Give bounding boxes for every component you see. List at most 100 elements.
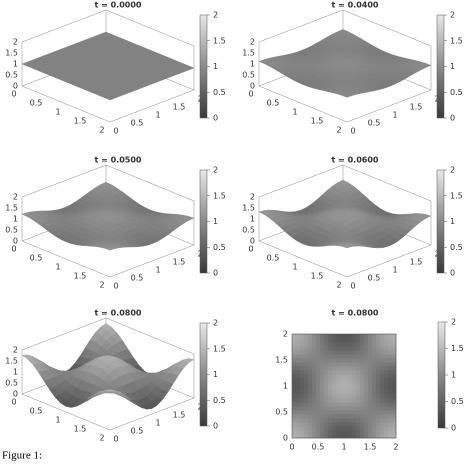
heatmap-cell — [340, 406, 345, 411]
z-tick-label: 1 — [13, 368, 18, 377]
heatmap-cell — [316, 342, 321, 347]
z-tick-label: 0.5 — [242, 71, 255, 80]
heatmap-cell — [316, 358, 321, 363]
y-tick-label: 1.5 — [173, 103, 186, 112]
heatmap-cell — [372, 390, 377, 395]
heatmap-cell — [360, 402, 365, 407]
heatmap-cell — [352, 358, 357, 363]
heatmap-cell — [328, 338, 333, 343]
heatmap-cell — [344, 422, 349, 427]
heatmap-cell — [384, 402, 389, 407]
heatmap-cell — [312, 366, 317, 371]
z-tick-label: 2 — [13, 346, 18, 355]
heatmap-cell — [292, 418, 297, 423]
heatmap-cell — [312, 382, 317, 387]
box-edge — [21, 393, 111, 431]
y-tick-label: 0 — [113, 127, 118, 136]
heatmap-cell — [340, 350, 345, 355]
x-tick-label: 2 — [99, 126, 104, 135]
heatmap-cell — [356, 382, 361, 387]
heatmap-cell — [328, 354, 333, 359]
heatmap-cell — [388, 414, 393, 419]
heatmap-cell — [320, 434, 325, 439]
heatmap-cell — [348, 390, 353, 395]
heatmap-cell — [376, 434, 381, 439]
heatmap-cell — [332, 414, 337, 419]
heatmap-cell — [384, 434, 389, 439]
heatmap-cell — [388, 338, 393, 343]
heatmap-cell — [368, 422, 373, 427]
heatmap-cell — [316, 350, 321, 355]
heatmap-cell — [364, 338, 369, 343]
heatmap-cell — [328, 414, 333, 419]
heatmap-cell — [356, 414, 361, 419]
heatmap-cell — [308, 338, 313, 343]
heatmap-cell — [344, 362, 349, 367]
box-edge — [21, 240, 111, 278]
heatmap-cell — [352, 350, 357, 355]
heatmap-cell — [348, 426, 353, 431]
heatmap-cell — [372, 418, 377, 423]
heatmap-cell — [300, 422, 305, 427]
heatmap-cell — [376, 358, 381, 363]
colorbar-label: 1 — [213, 217, 218, 226]
heatmap-cell — [312, 418, 317, 423]
heatmap-cell — [336, 378, 341, 383]
heatmap-cell — [332, 350, 337, 355]
heatmap-cell — [336, 350, 341, 355]
heatmap-cell — [304, 342, 309, 347]
colorbar-label: 1.5 — [450, 191, 463, 200]
heatmap-cell — [352, 430, 357, 435]
heatmap-cell — [292, 338, 297, 343]
heatmap-cell — [372, 386, 377, 391]
heatmap-cell — [300, 358, 305, 363]
heatmap-cell — [304, 430, 309, 435]
x-tick-label: 2 — [393, 443, 398, 452]
heatmap-cell — [392, 334, 397, 339]
heatmap-cell — [368, 374, 373, 379]
z-tick-label: 1.5 — [5, 49, 18, 58]
heatmap-cell — [296, 354, 301, 359]
heatmap-cell — [388, 422, 393, 427]
heatmap-cell — [316, 406, 321, 411]
heatmap-cell — [328, 366, 333, 371]
heatmap-cell — [384, 342, 389, 347]
heatmap-cell — [328, 406, 333, 411]
x-tick-label: 1.5 — [364, 443, 377, 452]
heatmap-cell — [324, 342, 329, 347]
z-tick-label: 0 — [13, 82, 18, 91]
heatmap-cell — [308, 402, 313, 407]
heatmap-cell — [376, 350, 381, 355]
heatmap-cell — [376, 394, 381, 399]
heatmap-cell — [376, 418, 381, 423]
heatmap-cell — [300, 354, 305, 359]
heatmap-cell — [340, 430, 345, 435]
heatmap-cell — [312, 362, 317, 367]
heatmap-cell — [304, 398, 309, 403]
heatmap-cell — [380, 378, 385, 383]
heatmap-cell — [312, 346, 317, 351]
heatmap-cell — [324, 362, 329, 367]
heatmap-cell — [348, 398, 353, 403]
heatmap-cell — [368, 414, 373, 419]
heatmap-cell — [320, 366, 325, 371]
heatmap-cell — [300, 394, 305, 399]
heatmap-cell — [340, 338, 345, 343]
heatmap-cell — [392, 338, 397, 343]
heatmap-cell — [340, 434, 345, 439]
heatmap-cell — [376, 398, 381, 403]
heatmap-cell — [392, 426, 397, 431]
heatmap-cell — [324, 366, 329, 371]
colorbar-label: 2 — [213, 11, 218, 20]
heatmap-cell — [316, 418, 321, 423]
colorbar-label: 0.5 — [213, 243, 226, 252]
heatmap-cell — [300, 342, 305, 347]
heatmap-cell — [392, 406, 397, 411]
heatmap-cell — [388, 426, 393, 431]
heatmap-cell — [308, 354, 313, 359]
heatmap-cell — [316, 410, 321, 415]
heatmap-cell — [348, 362, 353, 367]
box-edge — [21, 85, 111, 123]
heatmap-cell — [340, 370, 345, 375]
heatmap-cell — [328, 394, 333, 399]
